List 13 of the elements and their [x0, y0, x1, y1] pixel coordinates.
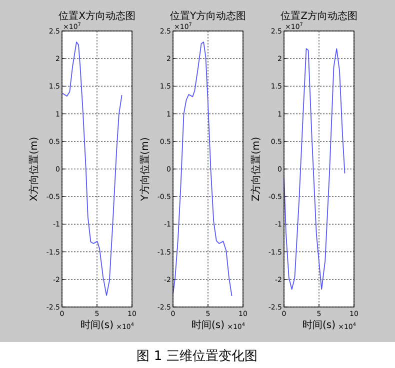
x-axis-title: 时间(s)	[80, 319, 114, 331]
line-series	[284, 48, 346, 290]
chart-title: 位置X方向动态图	[58, 10, 136, 22]
caption: 图 1 三维位置变化图	[136, 349, 258, 364]
x-axis-title: 时间(s)	[302, 319, 336, 331]
x-axis-title: 时间(s)	[191, 319, 225, 331]
y-axis-title: Y方向位置(m)	[139, 137, 151, 202]
chart-title: 位置Z方向动态图	[280, 10, 358, 22]
line-series	[172, 42, 232, 296]
y-axis-title: Z方向位置(m)	[250, 136, 262, 202]
y-axis-title: X方向位置(m)	[28, 136, 40, 202]
chart-title: 位置Y方向动态图	[170, 10, 246, 22]
line-series	[62, 42, 122, 296]
